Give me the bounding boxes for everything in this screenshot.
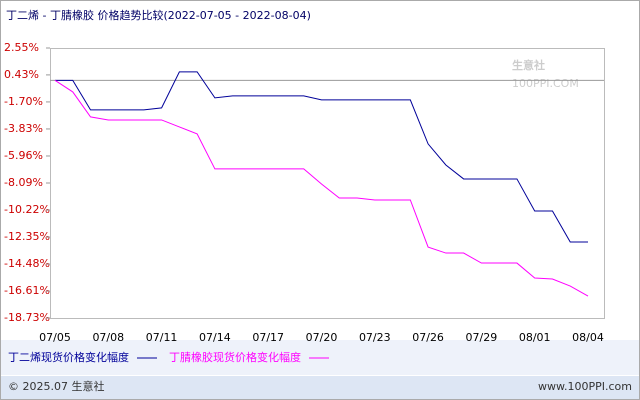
legend-label: 丁二烯现货价格变化幅度 <box>8 350 129 364</box>
y-tick-label: -8.09% <box>4 176 43 189</box>
x-tick-label: 07/05 <box>39 331 71 344</box>
x-tick-label: 07/23 <box>359 331 391 344</box>
y-tick-label: -5.96% <box>4 149 43 162</box>
x-tick-label: 07/11 <box>146 331 178 344</box>
x-tick-label: 07/08 <box>92 331 124 344</box>
x-tick-label: 07/29 <box>466 331 498 344</box>
y-tick-label: -3.83% <box>4 122 43 135</box>
y-tick-label: -10.22% <box>4 203 50 216</box>
y-tick-label: -16.61% <box>4 284 50 297</box>
footer-right: www.100PPI.com <box>538 380 632 393</box>
chart-title: 丁二烯 - 丁腈橡胶 价格趋势比较(2022-07-05 - 2022-08-0… <box>6 8 311 22</box>
y-tick-label: -1.70% <box>4 95 43 108</box>
plot-frame <box>50 48 605 319</box>
footer-bg <box>1 376 639 399</box>
x-tick-label: 08/01 <box>519 331 551 344</box>
y-tick-label: 0.43% <box>4 68 39 81</box>
y-tick-label: -14.48% <box>4 257 50 270</box>
y-tick-label: 2.55% <box>4 41 39 54</box>
watermark-url: 100PPI.COM <box>512 77 579 90</box>
legend-label: 丁腈橡胶现货价格变化幅度 <box>169 350 301 364</box>
x-tick-label: 07/26 <box>412 331 444 344</box>
x-tick-label: 07/20 <box>306 331 338 344</box>
watermark-name: 生意社 <box>512 58 545 72</box>
x-tick-label: 08/04 <box>572 331 604 344</box>
x-tick-label: 07/17 <box>252 331 284 344</box>
y-tick-label: -12.35% <box>4 230 50 243</box>
y-tick-label: -18.73% <box>4 311 50 324</box>
series-line <box>55 71 588 243</box>
series-line <box>54 79 589 297</box>
x-tick-label: 07/14 <box>199 331 231 344</box>
footer-left: © 2025.07 生意社 <box>8 379 104 393</box>
